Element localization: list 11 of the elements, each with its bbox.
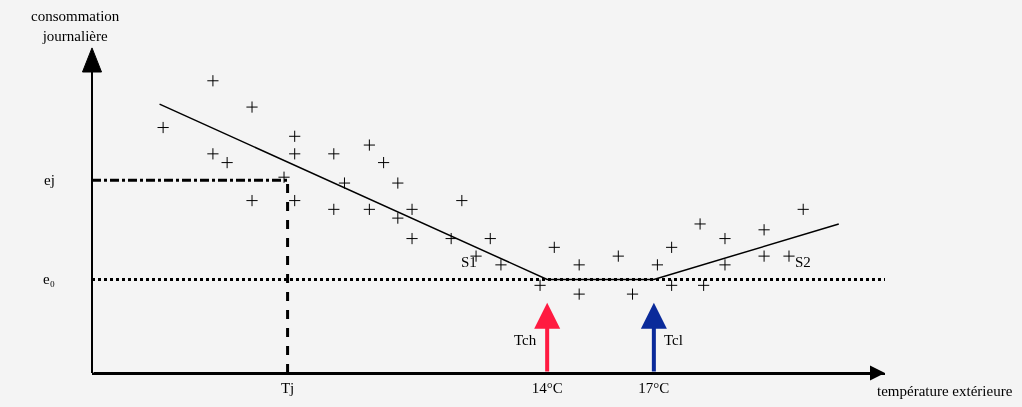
x-tick-label: Tj [280, 380, 295, 396]
x-tick-label: 17°C [638, 380, 670, 396]
annotation: Tch [514, 332, 537, 348]
x-tick-label: 14°C [531, 380, 563, 396]
annotation: Tcl [664, 332, 683, 348]
ref-line-label: ej [44, 172, 55, 188]
annotation: S1 [461, 254, 477, 270]
annotation: S2 [795, 254, 811, 270]
ref-line-label: e₀ [43, 271, 55, 287]
x-axis-title: température extérieure [877, 383, 1013, 399]
y-axis-title: consommation journalière [31, 8, 120, 44]
